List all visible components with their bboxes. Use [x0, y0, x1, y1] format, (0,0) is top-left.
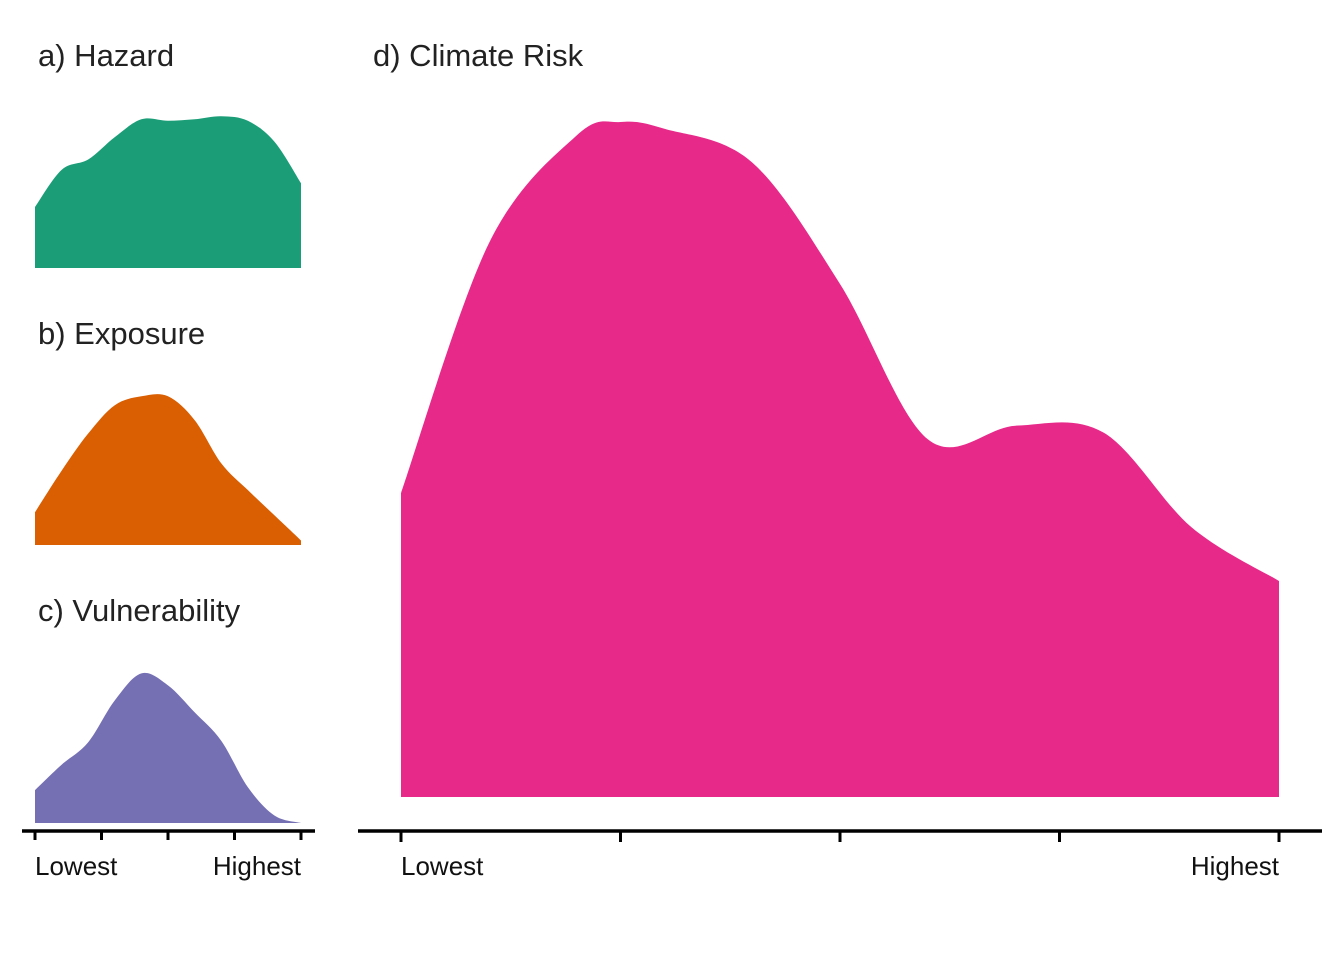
- x-axis-ticks-small: [33, 831, 303, 840]
- panel-title-vulnerability: c) Vulnerability: [38, 593, 241, 628]
- density-area-climate-risk: [401, 121, 1279, 798]
- panel-climate-risk: d) Climate Risk Lowest Highest: [358, 38, 1322, 881]
- panel-title-climate-risk: d) Climate Risk: [373, 38, 584, 73]
- tick-label-lowest-large: Lowest: [401, 851, 484, 881]
- panel-vulnerability: c) Vulnerability Lowest Highest: [22, 593, 315, 881]
- density-area-hazard: [35, 116, 301, 268]
- panel-exposure: b) Exposure: [35, 316, 301, 545]
- density-area-exposure: [35, 394, 301, 545]
- density-area-vulnerability: [35, 672, 301, 823]
- tick-label-highest-large: Highest: [1191, 851, 1280, 881]
- panel-title-exposure: b) Exposure: [38, 316, 205, 351]
- tick-label-lowest-small: Lowest: [35, 851, 118, 881]
- panel-title-hazard: a) Hazard: [38, 38, 174, 73]
- panel-hazard: a) Hazard: [35, 38, 301, 268]
- x-axis-ticks-large: [399, 831, 1281, 842]
- tick-label-highest-small: Highest: [213, 851, 302, 881]
